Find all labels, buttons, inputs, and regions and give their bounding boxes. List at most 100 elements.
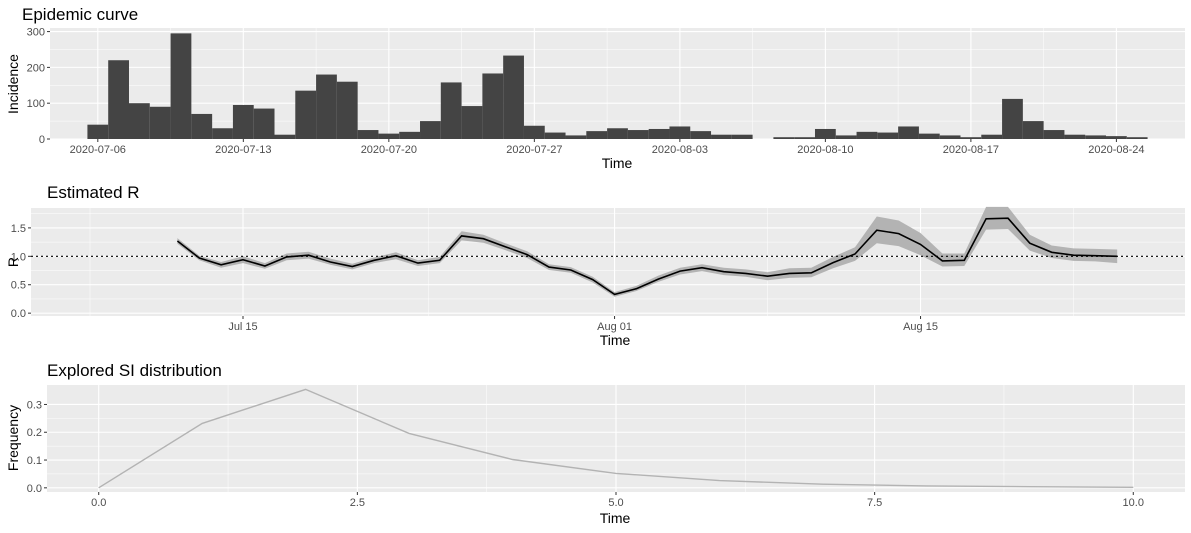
bar bbox=[586, 131, 608, 139]
bar bbox=[232, 104, 254, 139]
epidemic-curve-title: Epidemic curve bbox=[22, 5, 138, 24]
bar bbox=[1022, 121, 1044, 139]
bar bbox=[544, 132, 566, 139]
estimated-r-x-axis: Jul 15 Aug 01 Aug 15 bbox=[228, 316, 938, 333]
x-tick-label: 2020-07-06 bbox=[70, 144, 126, 156]
epidemic-curve-y-axis: 0 100 200 300 bbox=[27, 27, 50, 146]
bar bbox=[523, 125, 545, 139]
bar bbox=[170, 33, 192, 139]
bar bbox=[627, 130, 649, 139]
y-tick-label: 0.0 bbox=[11, 308, 26, 320]
x-tick-label: 2020-08-17 bbox=[943, 144, 999, 156]
bar bbox=[607, 128, 628, 139]
estimated-r-confidence-ribbon bbox=[177, 206, 1118, 297]
bar bbox=[108, 60, 129, 139]
bar bbox=[336, 81, 358, 139]
bar bbox=[149, 106, 171, 139]
si-distribution-x-axis: 0.0 2.5 5.0 7.5 10.0 bbox=[91, 492, 1144, 509]
bar bbox=[1085, 135, 1107, 139]
y-tick-label: 0.1 bbox=[27, 455, 42, 467]
x-tick-label: 2020-07-27 bbox=[506, 144, 562, 156]
x-tick-label: 0.0 bbox=[91, 497, 106, 509]
y-tick-label: 0.0 bbox=[27, 483, 42, 495]
y-tick-label: 100 bbox=[27, 98, 45, 110]
bar bbox=[295, 90, 317, 139]
bar bbox=[1126, 137, 1148, 139]
bar bbox=[1002, 98, 1023, 139]
si-distribution-ylabel: Frequency bbox=[5, 405, 21, 471]
y-tick-label: 0.5 bbox=[11, 280, 26, 292]
estimated-r-xlabel: Time bbox=[600, 332, 631, 348]
bar bbox=[1043, 130, 1065, 139]
si-distribution-grid bbox=[47, 385, 1185, 492]
x-tick-label: 5.0 bbox=[608, 497, 623, 509]
bar bbox=[357, 130, 379, 139]
y-tick-label: 1.5 bbox=[11, 223, 26, 235]
epidemic-curve-bars bbox=[87, 33, 1148, 139]
bar bbox=[461, 106, 483, 139]
y-tick-label: 200 bbox=[27, 62, 45, 74]
y-tick-label: 0.2 bbox=[27, 427, 42, 439]
estimated-r-chart: Estimated R 0.0 0.5 1.0 1.5 Jul 15 Aug 01 Aug… bbox=[5, 183, 1185, 348]
bar bbox=[711, 134, 732, 139]
bar bbox=[731, 134, 753, 139]
x-tick-label: Aug 01 bbox=[597, 321, 632, 333]
x-tick-label: 7.5 bbox=[867, 497, 882, 509]
bar bbox=[128, 103, 150, 139]
bar bbox=[440, 82, 462, 139]
bar bbox=[503, 55, 524, 139]
bar bbox=[253, 108, 275, 139]
bar bbox=[378, 133, 400, 139]
bar bbox=[212, 128, 233, 139]
si-distribution-y-axis: 0.0 0.1 0.2 0.3 bbox=[27, 399, 47, 495]
si-distribution-title: Explored SI distribution bbox=[47, 361, 222, 380]
si-distribution-line bbox=[98, 388, 1134, 489]
estimated-r-title: Estimated R bbox=[47, 183, 140, 202]
epidemic-curve-ylabel: Incidence bbox=[5, 54, 21, 114]
x-tick-label: Jul 15 bbox=[228, 321, 257, 333]
x-tick-label: Aug 15 bbox=[903, 321, 938, 333]
bar bbox=[1106, 136, 1127, 139]
bar bbox=[565, 135, 587, 139]
y-tick-label: 1.0 bbox=[11, 251, 26, 263]
x-tick-label: 2020-08-10 bbox=[797, 144, 853, 156]
bar bbox=[918, 133, 940, 139]
bar bbox=[960, 137, 982, 139]
epidemic-curve-xlabel: Time bbox=[602, 155, 633, 171]
si-distribution-xlabel: Time bbox=[600, 510, 631, 526]
x-tick-label: 2020-07-13 bbox=[215, 144, 271, 156]
bar bbox=[420, 121, 441, 139]
bar bbox=[316, 74, 337, 139]
y-tick-label: 300 bbox=[27, 27, 45, 39]
bar bbox=[794, 137, 815, 139]
bar bbox=[856, 131, 878, 139]
bar bbox=[648, 128, 670, 139]
bar bbox=[773, 137, 795, 139]
y-tick-label: 0.3 bbox=[27, 399, 42, 411]
estimated-r-ylabel: R bbox=[5, 257, 21, 267]
bar bbox=[835, 135, 857, 139]
bar bbox=[191, 113, 213, 139]
epidemic-curve-x-axis: 2020-07-06 2020-07-13 2020-07-20 2020-07-27… bbox=[70, 139, 1145, 156]
bar bbox=[399, 131, 421, 139]
si-distribution-chart: Explored SI distribution 0.0 0.1 0.2 0.3 0.… bbox=[5, 361, 1185, 526]
bar bbox=[482, 73, 504, 139]
bar bbox=[814, 128, 836, 139]
estimated-r-line bbox=[176, 217, 1118, 296]
bar bbox=[981, 134, 1003, 139]
bar bbox=[690, 131, 712, 139]
x-tick-label: 2020-07-20 bbox=[361, 144, 417, 156]
x-tick-label: 10.0 bbox=[1123, 497, 1144, 509]
bar bbox=[1064, 134, 1086, 139]
bar bbox=[87, 124, 109, 139]
estimated-r-y-axis: 0.0 0.5 1.0 1.5 bbox=[11, 223, 31, 320]
y-tick-label: 0 bbox=[39, 134, 45, 146]
bar bbox=[939, 135, 961, 139]
x-tick-label: 2.5 bbox=[350, 497, 365, 509]
bar bbox=[669, 126, 691, 139]
bar bbox=[274, 134, 296, 139]
x-tick-label: 2020-08-03 bbox=[652, 144, 708, 156]
bar bbox=[898, 126, 919, 139]
